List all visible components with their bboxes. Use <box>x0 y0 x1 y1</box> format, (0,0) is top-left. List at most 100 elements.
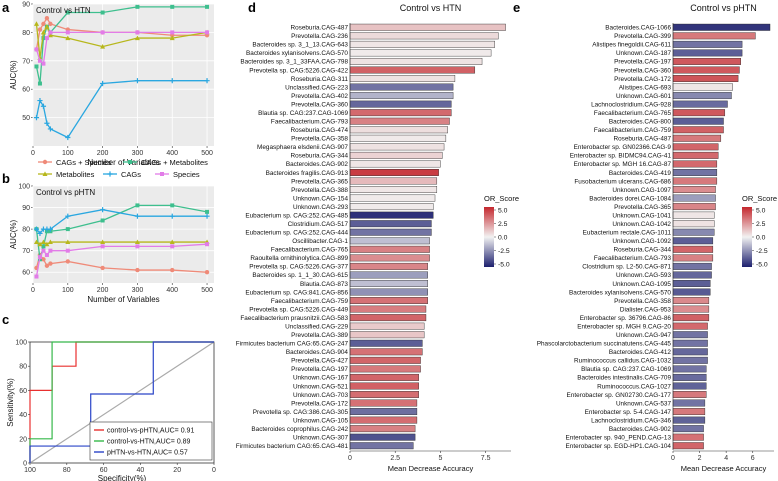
bar <box>672 92 732 100</box>
roc-legend-label: control-vs-pHTN,AUC= 0.91 <box>107 428 194 435</box>
category-label: Faecalibacterium.CAG-759 <box>594 127 672 134</box>
category-label: Enterobacter sp. GN02366.CAG-9 <box>574 144 672 151</box>
bar <box>349 331 425 339</box>
bar <box>349 83 454 91</box>
data-point <box>135 203 140 208</box>
tick-label-x: 20 <box>173 467 181 474</box>
category-label: Phascolarctobacterium succinatutens.CAG-… <box>537 341 672 348</box>
category-label: Unknown.CAG-1092 <box>612 238 671 245</box>
bar <box>672 194 716 202</box>
tick-label-x: 400 <box>166 287 178 294</box>
category-label: Unclassified.CAG-229 <box>285 323 348 330</box>
legend-a-b: CAGs + Species CAGs + Metabolites Metaboli… <box>38 158 208 179</box>
bar <box>349 254 430 262</box>
y-axis-label: AUC(%) <box>9 220 18 250</box>
data-point <box>44 120 50 126</box>
data-point <box>41 248 46 253</box>
category-label: Bacteroides fragilis.CAG-913 <box>266 170 349 177</box>
bar <box>349 75 456 82</box>
bar <box>349 288 428 296</box>
category-label: Fusobacterium ulcerans.CAG-686 <box>574 178 671 185</box>
bar <box>349 117 450 125</box>
tick-label-y: 80 <box>22 227 30 234</box>
tick-label-x: 7.5 <box>481 455 491 462</box>
bar <box>349 160 441 168</box>
category-label: Unknown.CAG-1042 <box>612 221 671 228</box>
diagonal-reference <box>29 341 215 464</box>
data-point <box>37 255 42 260</box>
tick-label-x: 300 <box>132 287 144 294</box>
bar <box>672 66 740 74</box>
category-label: Enterobacter sp. 36796.CAG-86 <box>580 315 672 322</box>
color-scale-label: 5.0 <box>756 208 766 215</box>
tick-label-x: 100 <box>24 467 36 474</box>
tick-label-x: 200 <box>97 287 109 294</box>
category-label: Blautia sp. CAG:237.CAG-1069 <box>581 366 671 373</box>
data-point <box>47 32 53 38</box>
data-point <box>37 27 43 32</box>
category-label: Prevotella.CAG-402 <box>291 93 348 100</box>
color-legend-title: OR_Score <box>484 194 519 203</box>
bar <box>672 271 712 279</box>
bar <box>349 220 432 228</box>
category-label: Bacteroides.CAG-902 <box>609 426 672 433</box>
legend-label: CAGs <box>121 170 141 179</box>
tick-label-x: 500 <box>201 150 213 157</box>
bar <box>672 365 707 373</box>
category-label: Roseburia.CAG-487 <box>290 25 348 32</box>
data-point <box>37 230 43 237</box>
data-point <box>48 261 53 266</box>
data-point <box>65 35 71 41</box>
category-label: Eubacterium sp. CAG:252.CAG-485 <box>245 212 348 219</box>
bar <box>349 262 428 270</box>
tick-label-x: 0 <box>348 455 352 462</box>
category-label: Unknown.CAG-521 <box>293 383 349 390</box>
bar <box>672 433 704 441</box>
tick-label-x: 5 <box>438 455 442 462</box>
data-point <box>34 47 39 52</box>
tick-label-x: 40 <box>137 467 145 474</box>
color-scale-label: 0.0 <box>498 235 508 242</box>
bar <box>349 271 428 279</box>
chart-title: Control vs HTN <box>36 6 91 15</box>
bar <box>672 237 714 245</box>
category-label: Clostridium.CAG-517 <box>288 221 349 228</box>
bar <box>349 23 506 31</box>
bar <box>349 408 418 416</box>
bar <box>349 57 483 65</box>
bar <box>672 297 710 304</box>
category-label: Faecalibacterium.CAG-765 <box>594 110 672 117</box>
color-scale-label: -2.5 <box>756 248 768 255</box>
category-label: Enterobacter sp. 5-4.CAG-147 <box>585 409 672 416</box>
category-label: Bacteroides intestinalis.CAG-709 <box>577 375 671 382</box>
data-point <box>134 239 140 245</box>
bar <box>672 177 718 185</box>
data-point <box>100 239 106 245</box>
tick-label-x: 500 <box>201 287 213 294</box>
bar <box>349 280 428 287</box>
bar <box>672 169 718 176</box>
legend-label: Species <box>173 170 200 179</box>
bar <box>349 151 443 159</box>
bar <box>672 83 734 91</box>
bar <box>349 237 430 245</box>
bar <box>672 160 718 168</box>
category-label: Roseburia.CAG-474 <box>290 127 348 134</box>
chart-title: Control vs HTN <box>400 3 462 13</box>
bar <box>349 66 476 74</box>
bar <box>672 356 708 364</box>
tick-label-x: 400 <box>166 150 178 157</box>
data-point <box>170 4 175 9</box>
data-point <box>65 134 71 141</box>
category-label: Prevotella sp. CAG:386.CAG-305 <box>253 409 349 416</box>
data-point <box>169 213 175 219</box>
category-label: Prevotella sp. CAG:5226.CAG-449 <box>249 306 348 313</box>
category-label: Unknown.CAG-703 <box>293 392 349 399</box>
tick-label-x: 60 <box>100 467 108 474</box>
data-point <box>204 78 210 84</box>
bar <box>349 391 419 398</box>
bar <box>349 228 432 236</box>
data-point <box>48 30 53 35</box>
roc-chart-c: 0 20 40 60 80 100 100 80 60 40 20 0 Specificity(%) Se… <box>6 340 216 481</box>
